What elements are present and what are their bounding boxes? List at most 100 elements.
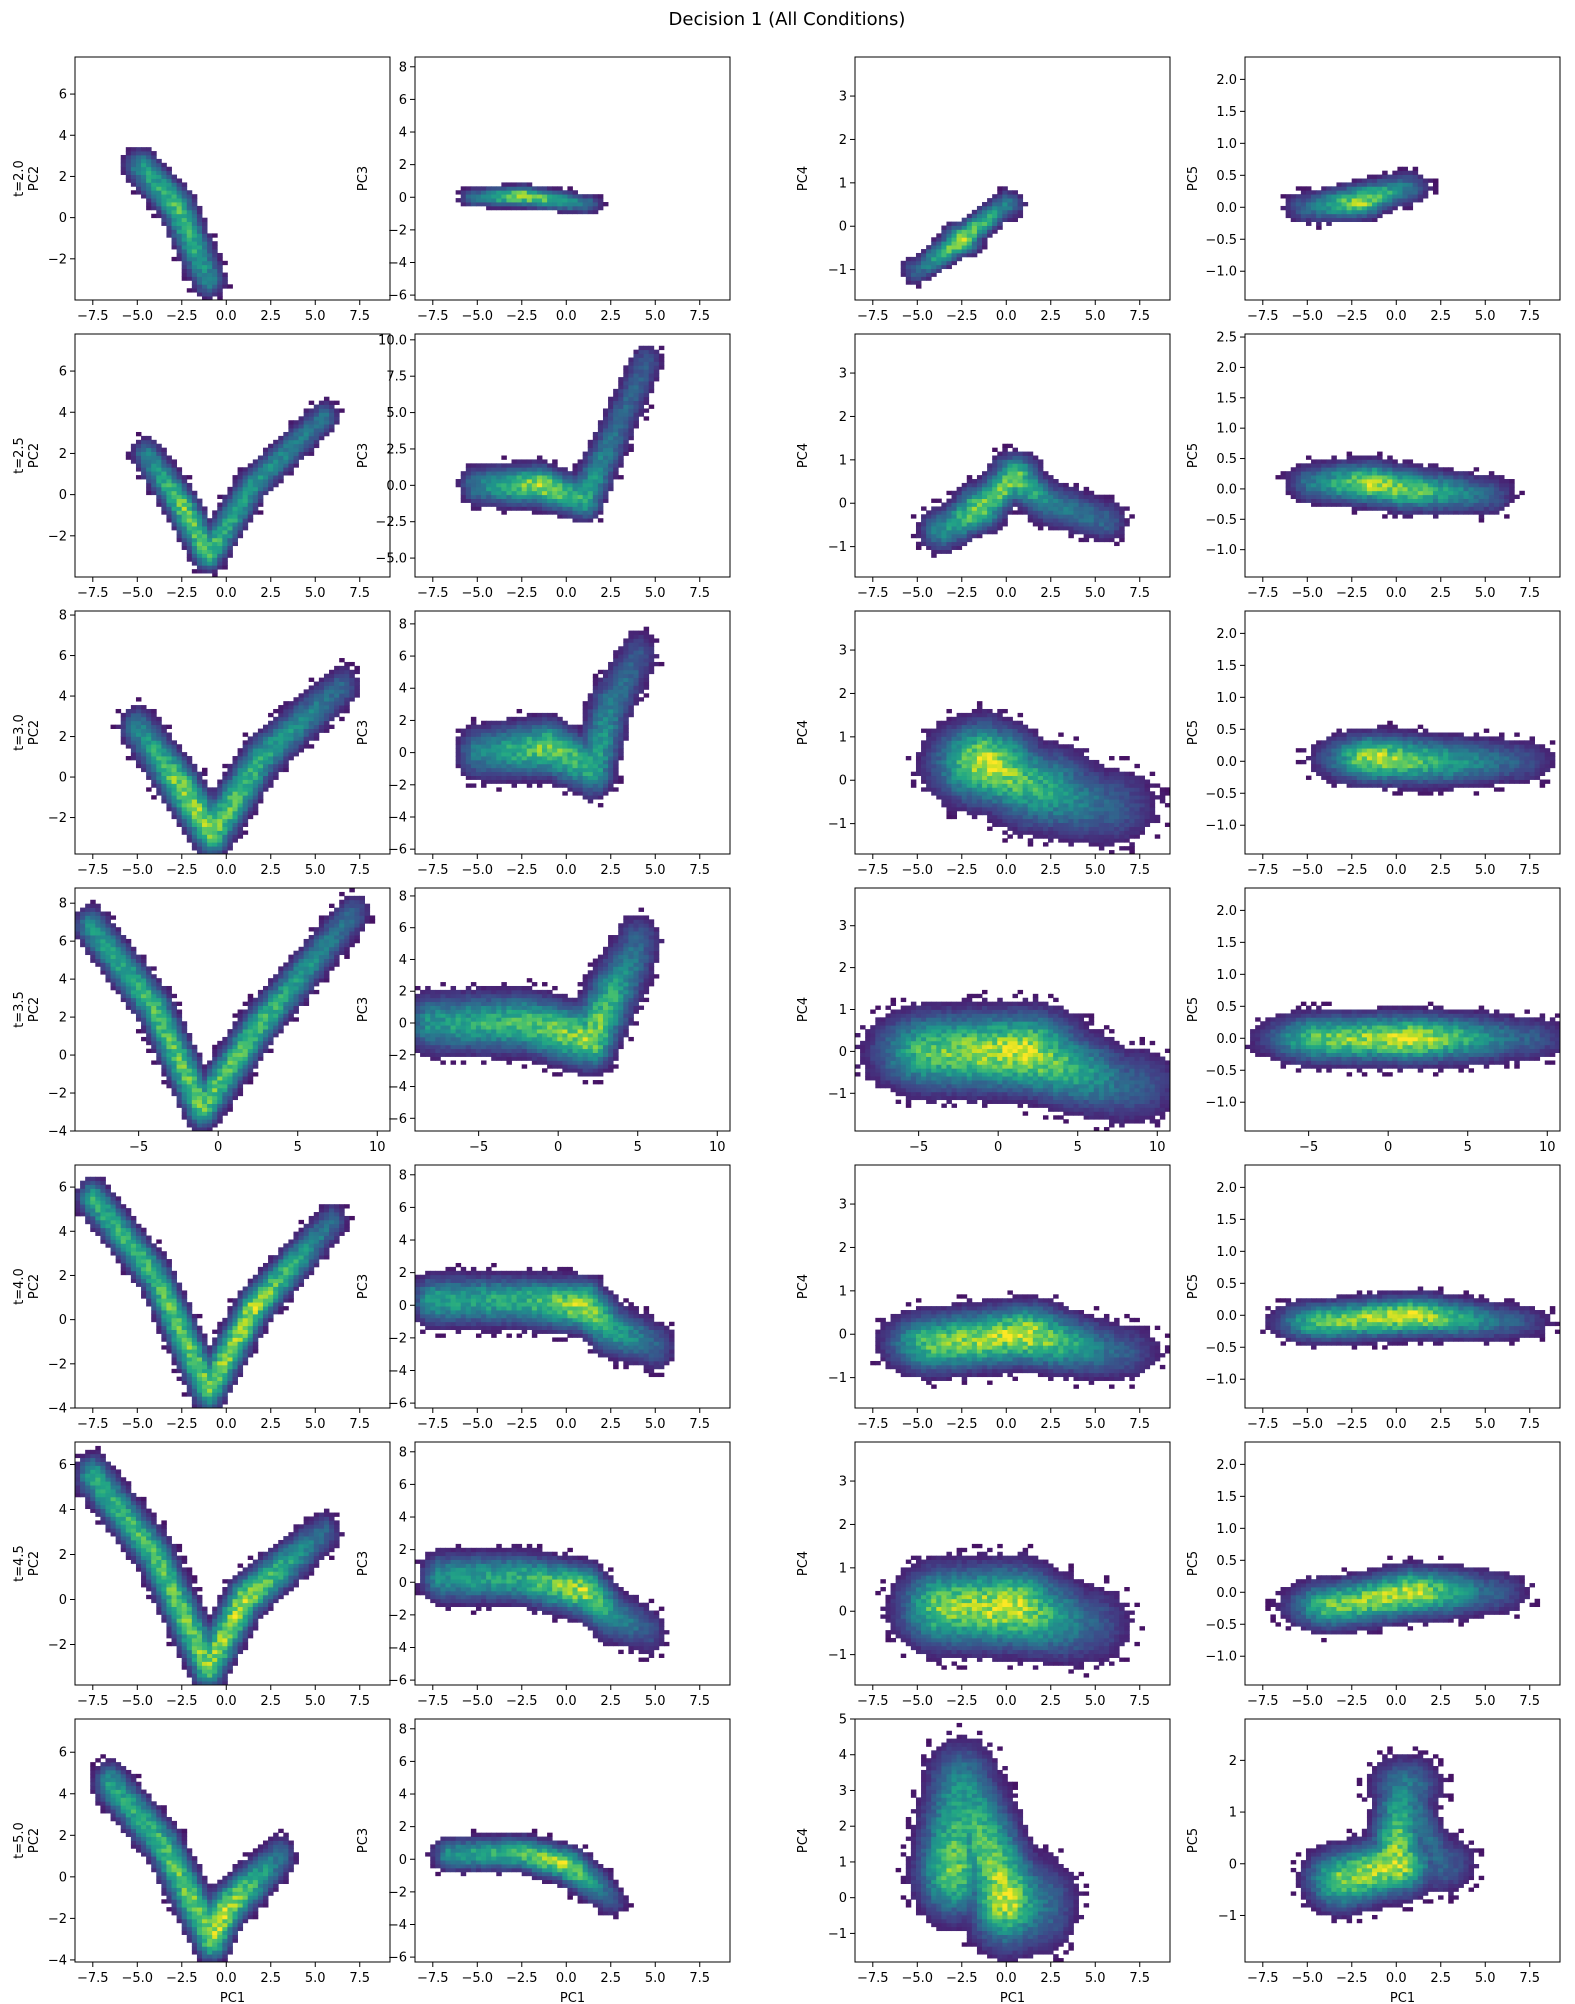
heatmap-bin [567, 510, 573, 515]
heatmap-bin [293, 712, 299, 718]
heatmap-bin [303, 428, 310, 433]
heatmap-bin [1346, 467, 1353, 472]
heatmap-bin [547, 775, 553, 780]
heatmap-bin [227, 490, 233, 496]
heatmap-bin [562, 775, 568, 780]
heatmap-bin [232, 771, 238, 777]
heatmap-bin [181, 779, 188, 784]
heatmap-bin [212, 561, 218, 566]
heatmap-bin [496, 740, 502, 745]
heatmap-bin [212, 553, 218, 558]
heatmap-bin [298, 451, 305, 456]
heatmap-bin [1356, 463, 1363, 468]
heatmap-bin [329, 716, 335, 722]
heatmap-bin [283, 451, 289, 456]
heatmap-bin [141, 708, 147, 714]
heatmap-bin [156, 451, 162, 456]
heatmap-bin [303, 416, 310, 421]
heatmap-bin [318, 435, 325, 441]
heatmap-bin [329, 400, 335, 405]
heatmap-bin [196, 529, 203, 535]
heatmap-bin [196, 549, 203, 554]
heatmap-bin [951, 221, 958, 226]
heatmap-bin [931, 237, 937, 242]
heatmap-bin [166, 182, 172, 187]
heatmap-bin [202, 818, 208, 824]
heatmap-bin [181, 787, 188, 792]
heatmap-bin [1509, 482, 1515, 488]
heatmap-bin [191, 842, 198, 847]
heatmap-bin [1280, 471, 1287, 476]
heatmap-bin [308, 732, 315, 737]
heatmap-bin [470, 190, 477, 195]
heatmap-bin [318, 716, 325, 722]
heatmap-bin [987, 198, 993, 203]
y-tick-label: −2.5 [375, 515, 407, 530]
y-tick-label: 1 [839, 176, 847, 191]
heatmap-bin [1305, 475, 1312, 480]
heatmap-bin [196, 818, 203, 824]
heatmap-bin [125, 147, 132, 152]
heatmap-bin [1448, 510, 1454, 515]
heatmap-bin [486, 771, 492, 777]
heatmap-bin [202, 846, 208, 851]
heatmap-bin [313, 724, 320, 729]
heatmap-bin [151, 202, 157, 207]
heatmap-bin [318, 408, 325, 413]
heatmap-bin [618, 392, 624, 398]
heatmap-bin [176, 482, 183, 488]
heatmap-bin [536, 498, 543, 503]
heatmap-bin [237, 791, 244, 796]
heatmap-bin [1483, 510, 1490, 515]
heatmap-bin [1336, 467, 1342, 472]
heatmap-bin [212, 241, 218, 246]
heatmap-bin [146, 724, 152, 729]
heatmap-bin [1372, 182, 1378, 187]
heatmap-bin [344, 681, 350, 686]
heatmap-bin [486, 752, 492, 757]
heatmap-bin [125, 716, 132, 722]
heatmap-bin [1356, 202, 1363, 207]
heatmap-bin [262, 779, 269, 784]
heatmap-bin [1053, 510, 1059, 515]
heatmap-bin [1341, 202, 1348, 207]
heatmap-bin [931, 249, 937, 254]
heatmap-bin [222, 533, 228, 539]
heatmap-bin [1083, 494, 1090, 500]
heatmap-bin [191, 268, 198, 273]
heatmap-bin [628, 392, 634, 398]
heatmap-bin [1032, 490, 1039, 496]
heatmap-bin [531, 775, 538, 780]
heatmap-bin [262, 459, 269, 464]
x-tick-label: 2.5 [600, 309, 621, 324]
heatmap-bin [1361, 463, 1368, 468]
heatmap-bin [1427, 494, 1434, 500]
heatmap-bin [278, 443, 284, 449]
heatmap-bin [186, 799, 193, 804]
heatmap-bin [1326, 463, 1332, 468]
heatmap-bin [252, 799, 259, 804]
heatmap-bin [283, 443, 289, 449]
heatmap-bin [653, 377, 660, 382]
heatmap-bin [481, 744, 487, 749]
heatmap-bin [257, 748, 264, 753]
heatmap-bin [191, 541, 198, 547]
heatmap-bin [1063, 526, 1069, 531]
heatmap-bin [1366, 190, 1373, 195]
heatmap-bin [262, 463, 269, 468]
heatmap-bin [242, 526, 249, 531]
heatmap-bin [572, 209, 578, 215]
heatmap-bin [288, 716, 294, 722]
heatmap-bin [982, 482, 988, 488]
heatmap-bin [597, 708, 604, 714]
heatmap-bin [156, 182, 162, 187]
heatmap-bin [552, 720, 558, 726]
heatmap-bin [130, 716, 137, 722]
heatmap-bin [1073, 514, 1079, 519]
heatmap-bin [1448, 502, 1454, 507]
heatmap-bin [567, 740, 573, 745]
heatmap-bin [1422, 194, 1429, 199]
heatmap-bin [247, 767, 254, 773]
heatmap-bin [921, 514, 927, 519]
heatmap-bin [572, 510, 578, 515]
